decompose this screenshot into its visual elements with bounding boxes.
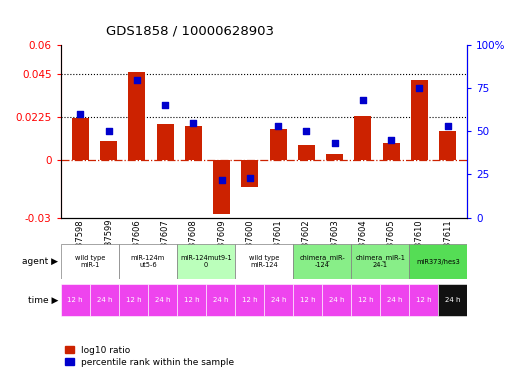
Point: [331, 140, 339, 146]
FancyBboxPatch shape: [409, 244, 467, 279]
Bar: [354, 116, 371, 160]
Bar: [100, 141, 117, 160]
Text: 24 h: 24 h: [329, 297, 344, 303]
Point: [415, 85, 423, 91]
Text: 12 h: 12 h: [126, 297, 141, 303]
Text: 12 h: 12 h: [300, 297, 315, 303]
FancyBboxPatch shape: [409, 284, 438, 316]
FancyBboxPatch shape: [235, 244, 293, 279]
Text: GDS1858 / 10000628903: GDS1858 / 10000628903: [106, 24, 274, 38]
Text: 24 h: 24 h: [445, 297, 460, 303]
FancyBboxPatch shape: [61, 284, 90, 316]
Bar: [241, 160, 258, 187]
Text: time ▶: time ▶: [27, 296, 58, 304]
FancyBboxPatch shape: [177, 244, 235, 279]
Text: wild type
miR-124: wild type miR-124: [249, 255, 279, 268]
Bar: [157, 124, 174, 160]
FancyBboxPatch shape: [293, 244, 351, 279]
Bar: [411, 80, 428, 160]
FancyBboxPatch shape: [380, 284, 409, 316]
FancyBboxPatch shape: [90, 284, 119, 316]
Text: 12 h: 12 h: [416, 297, 431, 303]
Text: 12 h: 12 h: [358, 297, 373, 303]
FancyBboxPatch shape: [119, 244, 177, 279]
Point: [246, 175, 254, 181]
Bar: [185, 126, 202, 160]
Text: 24 h: 24 h: [387, 297, 402, 303]
Text: chimera_miR-
-124: chimera_miR- -124: [299, 255, 345, 268]
FancyBboxPatch shape: [148, 284, 177, 316]
FancyBboxPatch shape: [177, 284, 206, 316]
Text: chimera_miR-1
24-1: chimera_miR-1 24-1: [355, 255, 405, 268]
Bar: [72, 118, 89, 160]
Point: [444, 123, 452, 129]
Point: [105, 128, 113, 134]
Text: 12 h: 12 h: [68, 297, 83, 303]
Point: [218, 177, 226, 183]
Bar: [213, 160, 230, 214]
FancyBboxPatch shape: [61, 244, 119, 279]
FancyBboxPatch shape: [235, 284, 264, 316]
Text: agent ▶: agent ▶: [22, 257, 58, 266]
Point: [76, 111, 84, 117]
Text: miR-124mut9-1
0: miR-124mut9-1 0: [180, 255, 232, 268]
Text: miR373/hes3: miR373/hes3: [417, 259, 460, 265]
Bar: [270, 129, 287, 160]
Text: 24 h: 24 h: [97, 297, 112, 303]
FancyBboxPatch shape: [438, 284, 467, 316]
FancyBboxPatch shape: [293, 284, 322, 316]
Bar: [298, 145, 315, 160]
FancyBboxPatch shape: [206, 284, 235, 316]
Point: [359, 97, 367, 103]
Bar: [326, 154, 343, 160]
FancyBboxPatch shape: [119, 284, 148, 316]
Point: [189, 120, 197, 126]
Text: 24 h: 24 h: [155, 297, 170, 303]
Text: miR-124m
ut5-6: miR-124m ut5-6: [131, 255, 165, 268]
Point: [133, 76, 141, 82]
Point: [161, 102, 169, 108]
FancyBboxPatch shape: [351, 244, 409, 279]
Point: [387, 137, 395, 143]
Text: wild type
miR-1: wild type miR-1: [74, 255, 105, 268]
Bar: [439, 131, 456, 160]
FancyBboxPatch shape: [351, 284, 380, 316]
Bar: [128, 72, 145, 160]
Text: 24 h: 24 h: [213, 297, 228, 303]
Point: [274, 123, 282, 129]
Legend: log10 ratio, percentile rank within the sample: log10 ratio, percentile rank within the …: [65, 346, 234, 367]
FancyBboxPatch shape: [322, 284, 351, 316]
Text: 12 h: 12 h: [184, 297, 199, 303]
FancyBboxPatch shape: [264, 284, 293, 316]
Point: [302, 128, 310, 134]
Text: 12 h: 12 h: [242, 297, 257, 303]
Bar: [383, 143, 400, 160]
Text: 24 h: 24 h: [271, 297, 286, 303]
